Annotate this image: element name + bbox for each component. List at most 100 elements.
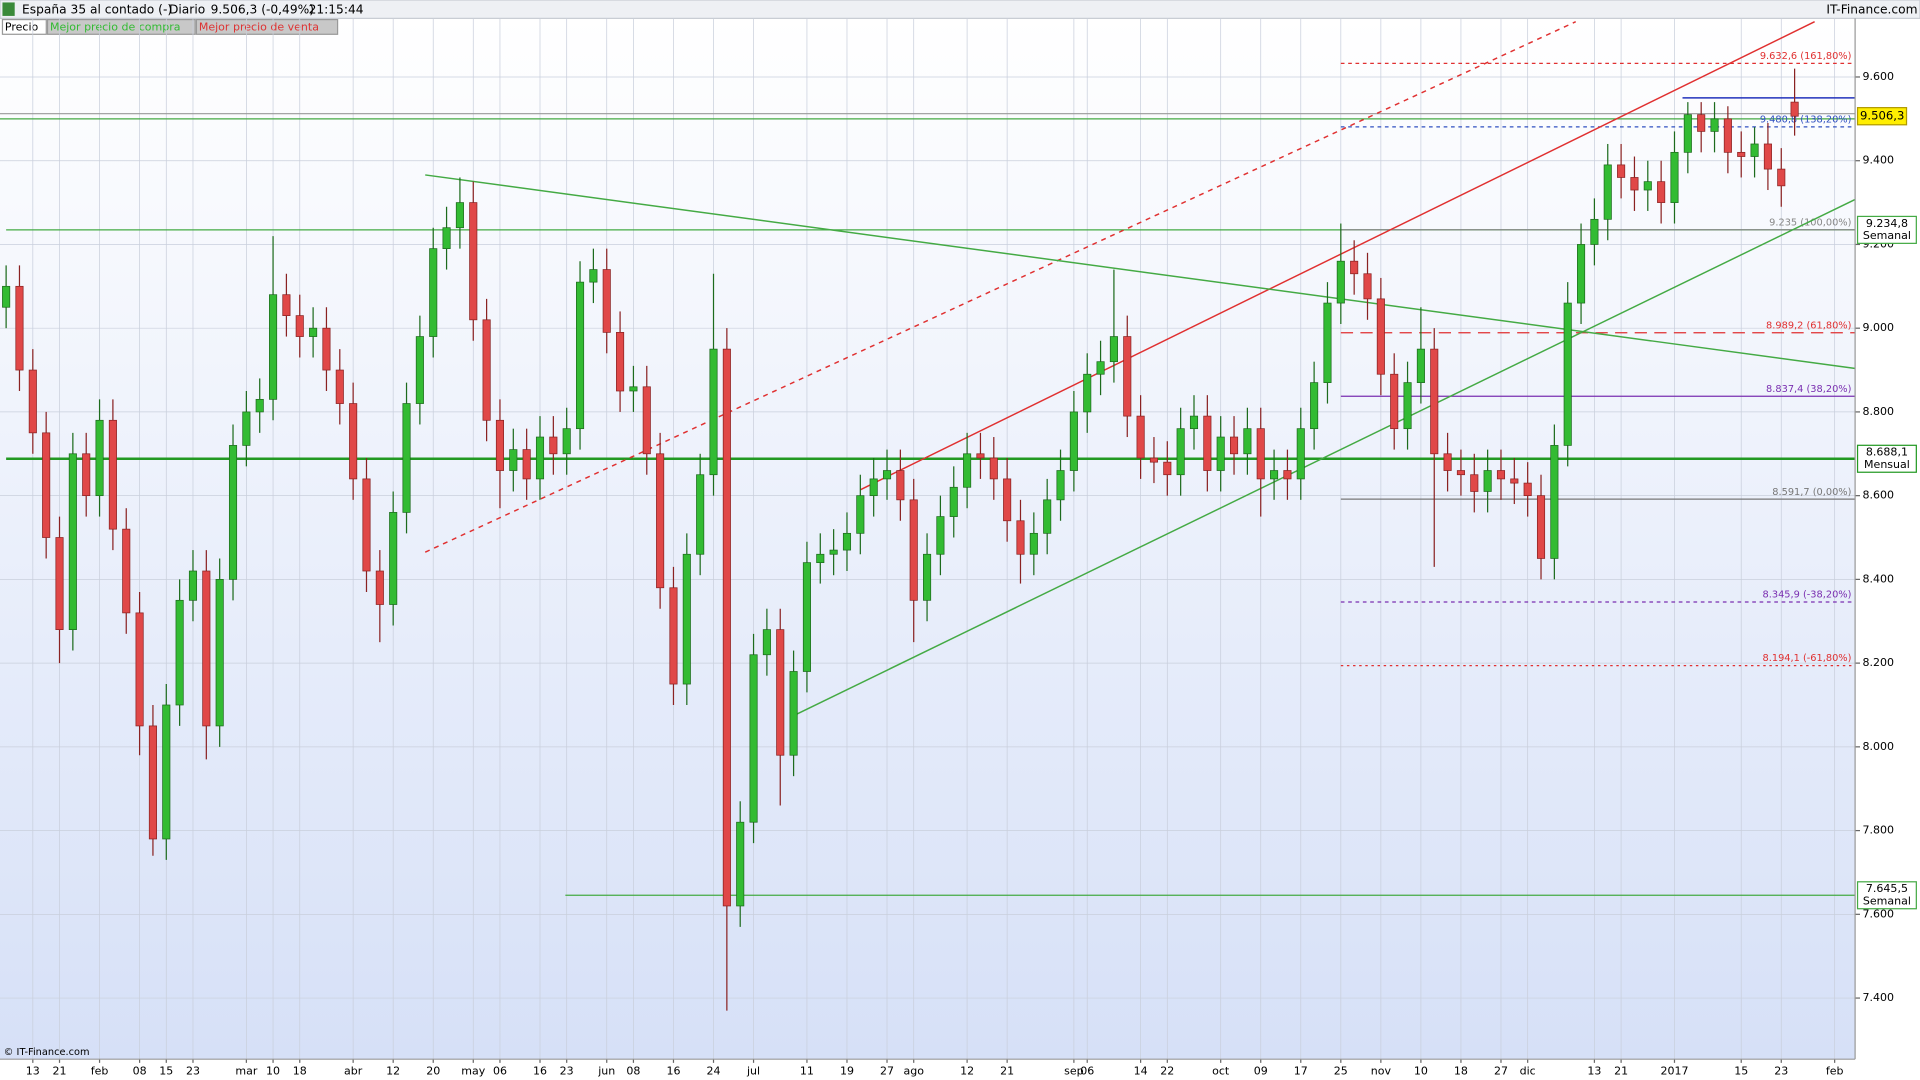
y-tick-label: 7.800 — [1862, 824, 1894, 837]
x-tick-label: 13 — [26, 1064, 40, 1077]
x-tick-label: 12 — [386, 1064, 400, 1077]
candle-body — [722, 348, 731, 907]
candle-body — [1750, 143, 1759, 157]
candle-body — [188, 570, 198, 601]
header-title: España 35 al contado (-) — [22, 2, 172, 16]
candle-body — [709, 348, 718, 476]
candle-body — [389, 512, 398, 605]
x-tick-label: 23 — [186, 1064, 200, 1077]
trend-line — [425, 174, 1855, 370]
candle-body — [1416, 348, 1425, 383]
candle-body — [909, 499, 918, 601]
y-tick-label: 7.600 — [1862, 907, 1894, 920]
candle-body — [882, 470, 892, 480]
candle-body — [28, 369, 37, 434]
level-box — [1856, 881, 1917, 910]
candle-body — [68, 453, 77, 630]
candle-body — [269, 294, 278, 400]
candle-body — [1430, 348, 1439, 455]
candle-body — [1096, 361, 1105, 375]
candle-body — [482, 319, 491, 421]
candle-body — [1617, 164, 1626, 178]
candle-body — [1683, 114, 1692, 153]
header-period: Diario — [169, 2, 205, 16]
x-tick-label: 15 — [1734, 1064, 1748, 1077]
candle-body — [642, 386, 651, 455]
x-tick-label: 16 — [533, 1064, 547, 1077]
fibonacci-label: 9.632,6 (161,80%) — [1760, 51, 1852, 62]
x-tick-label: 23 — [1774, 1064, 1788, 1077]
x-tick-label: jun — [597, 1064, 615, 1077]
candle-body — [1336, 260, 1345, 304]
candle-body — [936, 516, 945, 555]
footer: © IT-Finance.com — [4, 1047, 90, 1058]
candle-body — [856, 495, 865, 534]
candle-body — [202, 570, 211, 727]
x-tick-label: feb — [91, 1064, 109, 1077]
candle-body — [1630, 177, 1639, 191]
x-tick-label: abr — [344, 1064, 363, 1077]
fibonacci-label: 8.989,2 (61,80%) — [1766, 320, 1851, 331]
level-value: 9.234,8 — [1866, 217, 1908, 230]
candle-body — [776, 629, 785, 756]
y-tick-label: 7.400 — [1862, 991, 1894, 1004]
trend-line — [791, 198, 1855, 717]
candle-body — [1083, 373, 1092, 413]
candle-body — [842, 532, 852, 551]
candle-body — [1763, 143, 1772, 170]
candle-body — [1123, 336, 1132, 417]
axes: 7.400 7.600 7.800 8.000 8.200 8.400 8.600 8.800… — [26, 70, 1917, 1077]
candle-body — [802, 562, 811, 672]
candle-body — [1723, 118, 1732, 153]
candle-body — [1029, 532, 1038, 555]
candle-body — [1163, 461, 1172, 476]
candle-body — [455, 202, 464, 229]
legend-box — [1, 18, 47, 35]
level-period: Semanal — [1863, 229, 1911, 242]
candle-body — [1376, 298, 1385, 375]
candle-body — [415, 336, 424, 404]
x-tick-label: 27 — [1494, 1064, 1508, 1077]
header-site: IT-Finance.com — [1826, 2, 1917, 16]
x-tick-label: 27 — [880, 1064, 894, 1077]
candle-body — [15, 285, 24, 371]
level-period: Mensual — [1864, 458, 1910, 471]
y-tick-label: 8.400 — [1862, 572, 1894, 585]
fibonacci-label: 8.837,4 (38,20%) — [1766, 384, 1851, 395]
candle-body — [309, 327, 318, 337]
candle-body — [242, 411, 251, 446]
x-tick-label: 06 — [1080, 1064, 1094, 1077]
candle-body — [108, 419, 117, 530]
x-tick-label: 10 — [266, 1064, 280, 1077]
x-tick-label: 15 — [159, 1064, 173, 1077]
candle-body — [736, 821, 745, 907]
candle-body — [148, 725, 157, 840]
candle-body — [1697, 114, 1706, 132]
candle-body — [762, 629, 771, 656]
x-tick-label: 08 — [133, 1064, 147, 1077]
candle-body — [682, 553, 691, 685]
candle-body — [549, 436, 558, 455]
x-tick-label: mar — [235, 1064, 257, 1077]
candle-body — [816, 553, 825, 564]
candle-body — [576, 281, 585, 430]
candle-body — [1390, 373, 1399, 430]
x-tick-label: 19 — [840, 1064, 854, 1077]
candle-body — [896, 470, 905, 501]
candle-body — [282, 294, 291, 316]
x-tick-label: 18 — [1454, 1064, 1468, 1077]
candle-body — [82, 453, 91, 497]
y-tick-label: 9.600 — [1862, 70, 1894, 83]
x-tick-label: 18 — [293, 1064, 307, 1077]
candle-body — [562, 428, 571, 455]
fibonacci-label: 8.345,9 (-38,20%) — [1763, 590, 1852, 601]
candle-body — [1483, 470, 1492, 492]
candle-body — [949, 486, 958, 517]
candle-body — [429, 248, 438, 337]
app-icon — [2, 2, 15, 16]
x-tick-label: 23 — [560, 1064, 574, 1077]
x-tick-label: 20 — [426, 1064, 440, 1077]
x-tick-label: 13 — [1587, 1064, 1601, 1077]
candle-body — [1296, 428, 1305, 480]
trend-line — [860, 21, 1815, 491]
